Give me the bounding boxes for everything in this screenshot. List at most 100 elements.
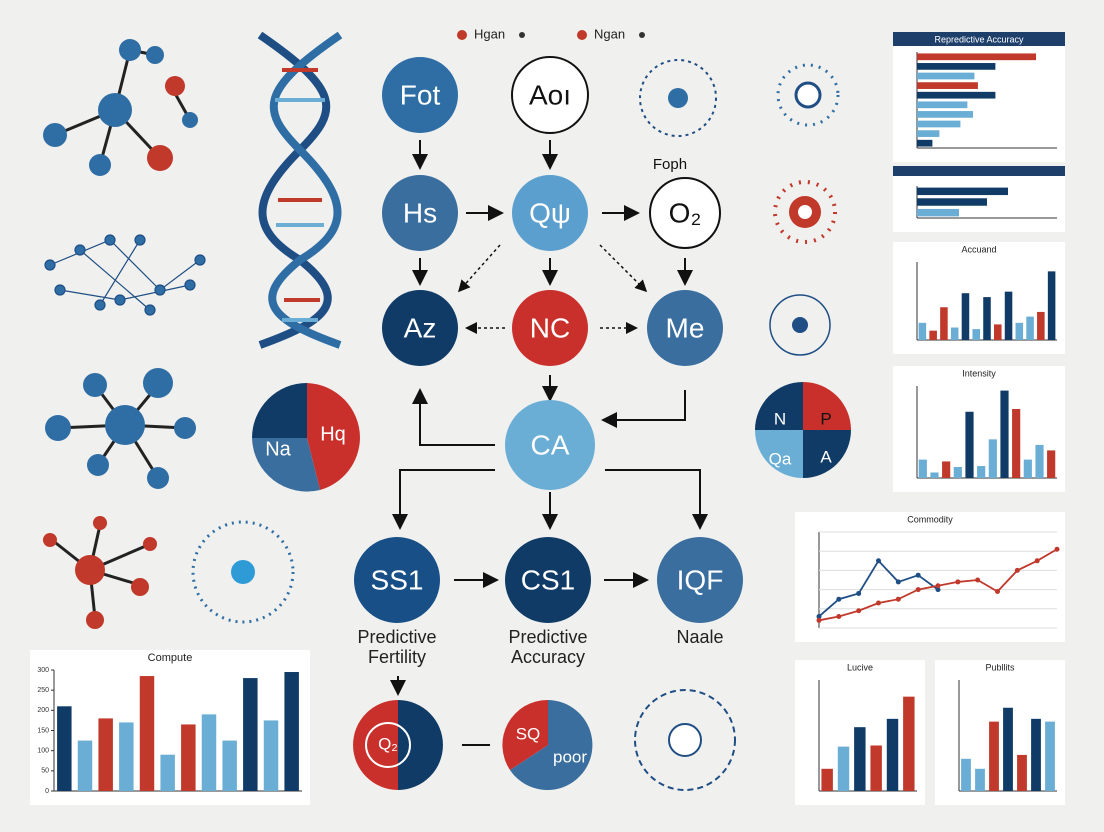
- molecule: [43, 516, 157, 629]
- dna-helix: [257, 31, 343, 349]
- node-label: CA: [531, 429, 570, 460]
- node-label: SS1: [371, 564, 424, 595]
- chart-title: Accuand: [961, 244, 996, 254]
- virus: [191, 59, 840, 791]
- bar: [201, 714, 217, 791]
- caption: Predictive Fertility: [357, 627, 436, 667]
- node: [382, 57, 458, 133]
- bar: [1026, 316, 1034, 340]
- bar: [1037, 311, 1045, 340]
- chart-title: Repredictive Accuracy: [934, 34, 1024, 44]
- bar: [942, 461, 951, 478]
- caption: Naale: [676, 627, 723, 647]
- chart-panel: [935, 660, 1065, 805]
- node: [649, 177, 721, 249]
- legend-label: Hgan: [474, 26, 505, 41]
- legend-dot: [519, 32, 525, 38]
- bar: [917, 120, 961, 128]
- chart-title: Lucive: [847, 662, 873, 672]
- bar: [870, 745, 882, 791]
- bar: [263, 720, 279, 791]
- bar: [1045, 721, 1055, 791]
- bar: [917, 91, 996, 99]
- bar: [243, 678, 258, 791]
- pie-label: Q₂: [378, 734, 398, 753]
- bar: [988, 439, 997, 478]
- molecule: [43, 39, 198, 176]
- bar: [917, 139, 933, 147]
- node-label: Hs: [403, 197, 437, 228]
- bar: [160, 754, 175, 791]
- chart-header: [893, 32, 1065, 46]
- bar: [950, 327, 959, 340]
- legend-dot: [639, 32, 645, 38]
- chart-title: Commodity: [907, 514, 953, 524]
- node: [647, 290, 723, 366]
- y-tick-label: 50: [41, 768, 49, 775]
- node: [512, 290, 588, 366]
- node: [512, 175, 588, 251]
- y-tick-label: 0: [45, 788, 49, 795]
- arrows: [390, 140, 708, 746]
- bar: [917, 130, 940, 137]
- bar: [929, 330, 937, 340]
- pie-label: P: [820, 409, 831, 428]
- node-label: CS1: [521, 564, 575, 595]
- node: [657, 537, 743, 623]
- bar: [977, 466, 986, 478]
- node: [505, 400, 595, 490]
- bar: [1047, 271, 1056, 340]
- bar: [284, 672, 299, 791]
- bar: [989, 721, 999, 791]
- bar: [77, 740, 93, 791]
- node-label: Qψ: [529, 197, 571, 228]
- bar: [930, 472, 939, 478]
- bar: [917, 72, 975, 80]
- bar: [917, 198, 987, 206]
- bar: [953, 466, 962, 478]
- node-label: Me: [666, 312, 705, 343]
- pie-label: SQ: [516, 724, 541, 743]
- line: [818, 548, 1058, 622]
- bar: [917, 63, 996, 70]
- bar: [961, 758, 971, 791]
- pie-label: Na: [265, 438, 291, 460]
- bar: [821, 768, 833, 791]
- pie-label: N: [774, 409, 786, 428]
- legend-swatch: [457, 30, 467, 40]
- molecule: [45, 368, 196, 489]
- node: [382, 290, 458, 366]
- node-note: Foph: [653, 156, 687, 173]
- bar: [1023, 459, 1032, 478]
- legend-label: Ngan: [594, 26, 625, 41]
- pie-label: Qa: [769, 449, 792, 468]
- chart-title: Publlits: [985, 662, 1015, 672]
- y-tick-label: 100: [37, 748, 49, 755]
- pie-label: poor: [553, 747, 587, 766]
- network: [44, 234, 206, 316]
- caption: Predictive Accuracy: [508, 627, 587, 667]
- y-tick-label: 250: [37, 687, 49, 694]
- bar: [139, 676, 155, 791]
- bar: [965, 411, 974, 478]
- chart-title: Intensity: [962, 368, 996, 378]
- chart-panel: [795, 512, 1065, 642]
- node: [511, 56, 589, 134]
- bar: [854, 727, 866, 791]
- node-label: O₂: [669, 197, 702, 228]
- caption-line: Predictive: [508, 627, 587, 647]
- bar: [917, 82, 978, 89]
- bar: [886, 718, 899, 791]
- chart-title: Compute: [148, 652, 193, 664]
- bar: [98, 718, 113, 791]
- bar: [1004, 291, 1013, 340]
- bar: [975, 768, 985, 791]
- bar: [917, 111, 973, 118]
- y-tick-label: 200: [37, 707, 49, 714]
- pie: [252, 382, 851, 790]
- bar: [917, 53, 1036, 61]
- node-label: Aoı: [529, 79, 571, 110]
- bar: [57, 706, 72, 791]
- pie-label: Hq: [320, 423, 346, 445]
